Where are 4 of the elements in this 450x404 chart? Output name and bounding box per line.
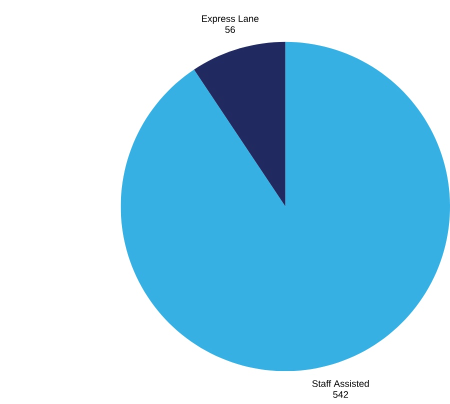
slice-label: Staff Assisted	[312, 380, 369, 387]
data-label: 56	[225, 26, 235, 33]
data-label: 542	[333, 391, 348, 398]
slice-label: Express Lane	[202, 15, 259, 24]
